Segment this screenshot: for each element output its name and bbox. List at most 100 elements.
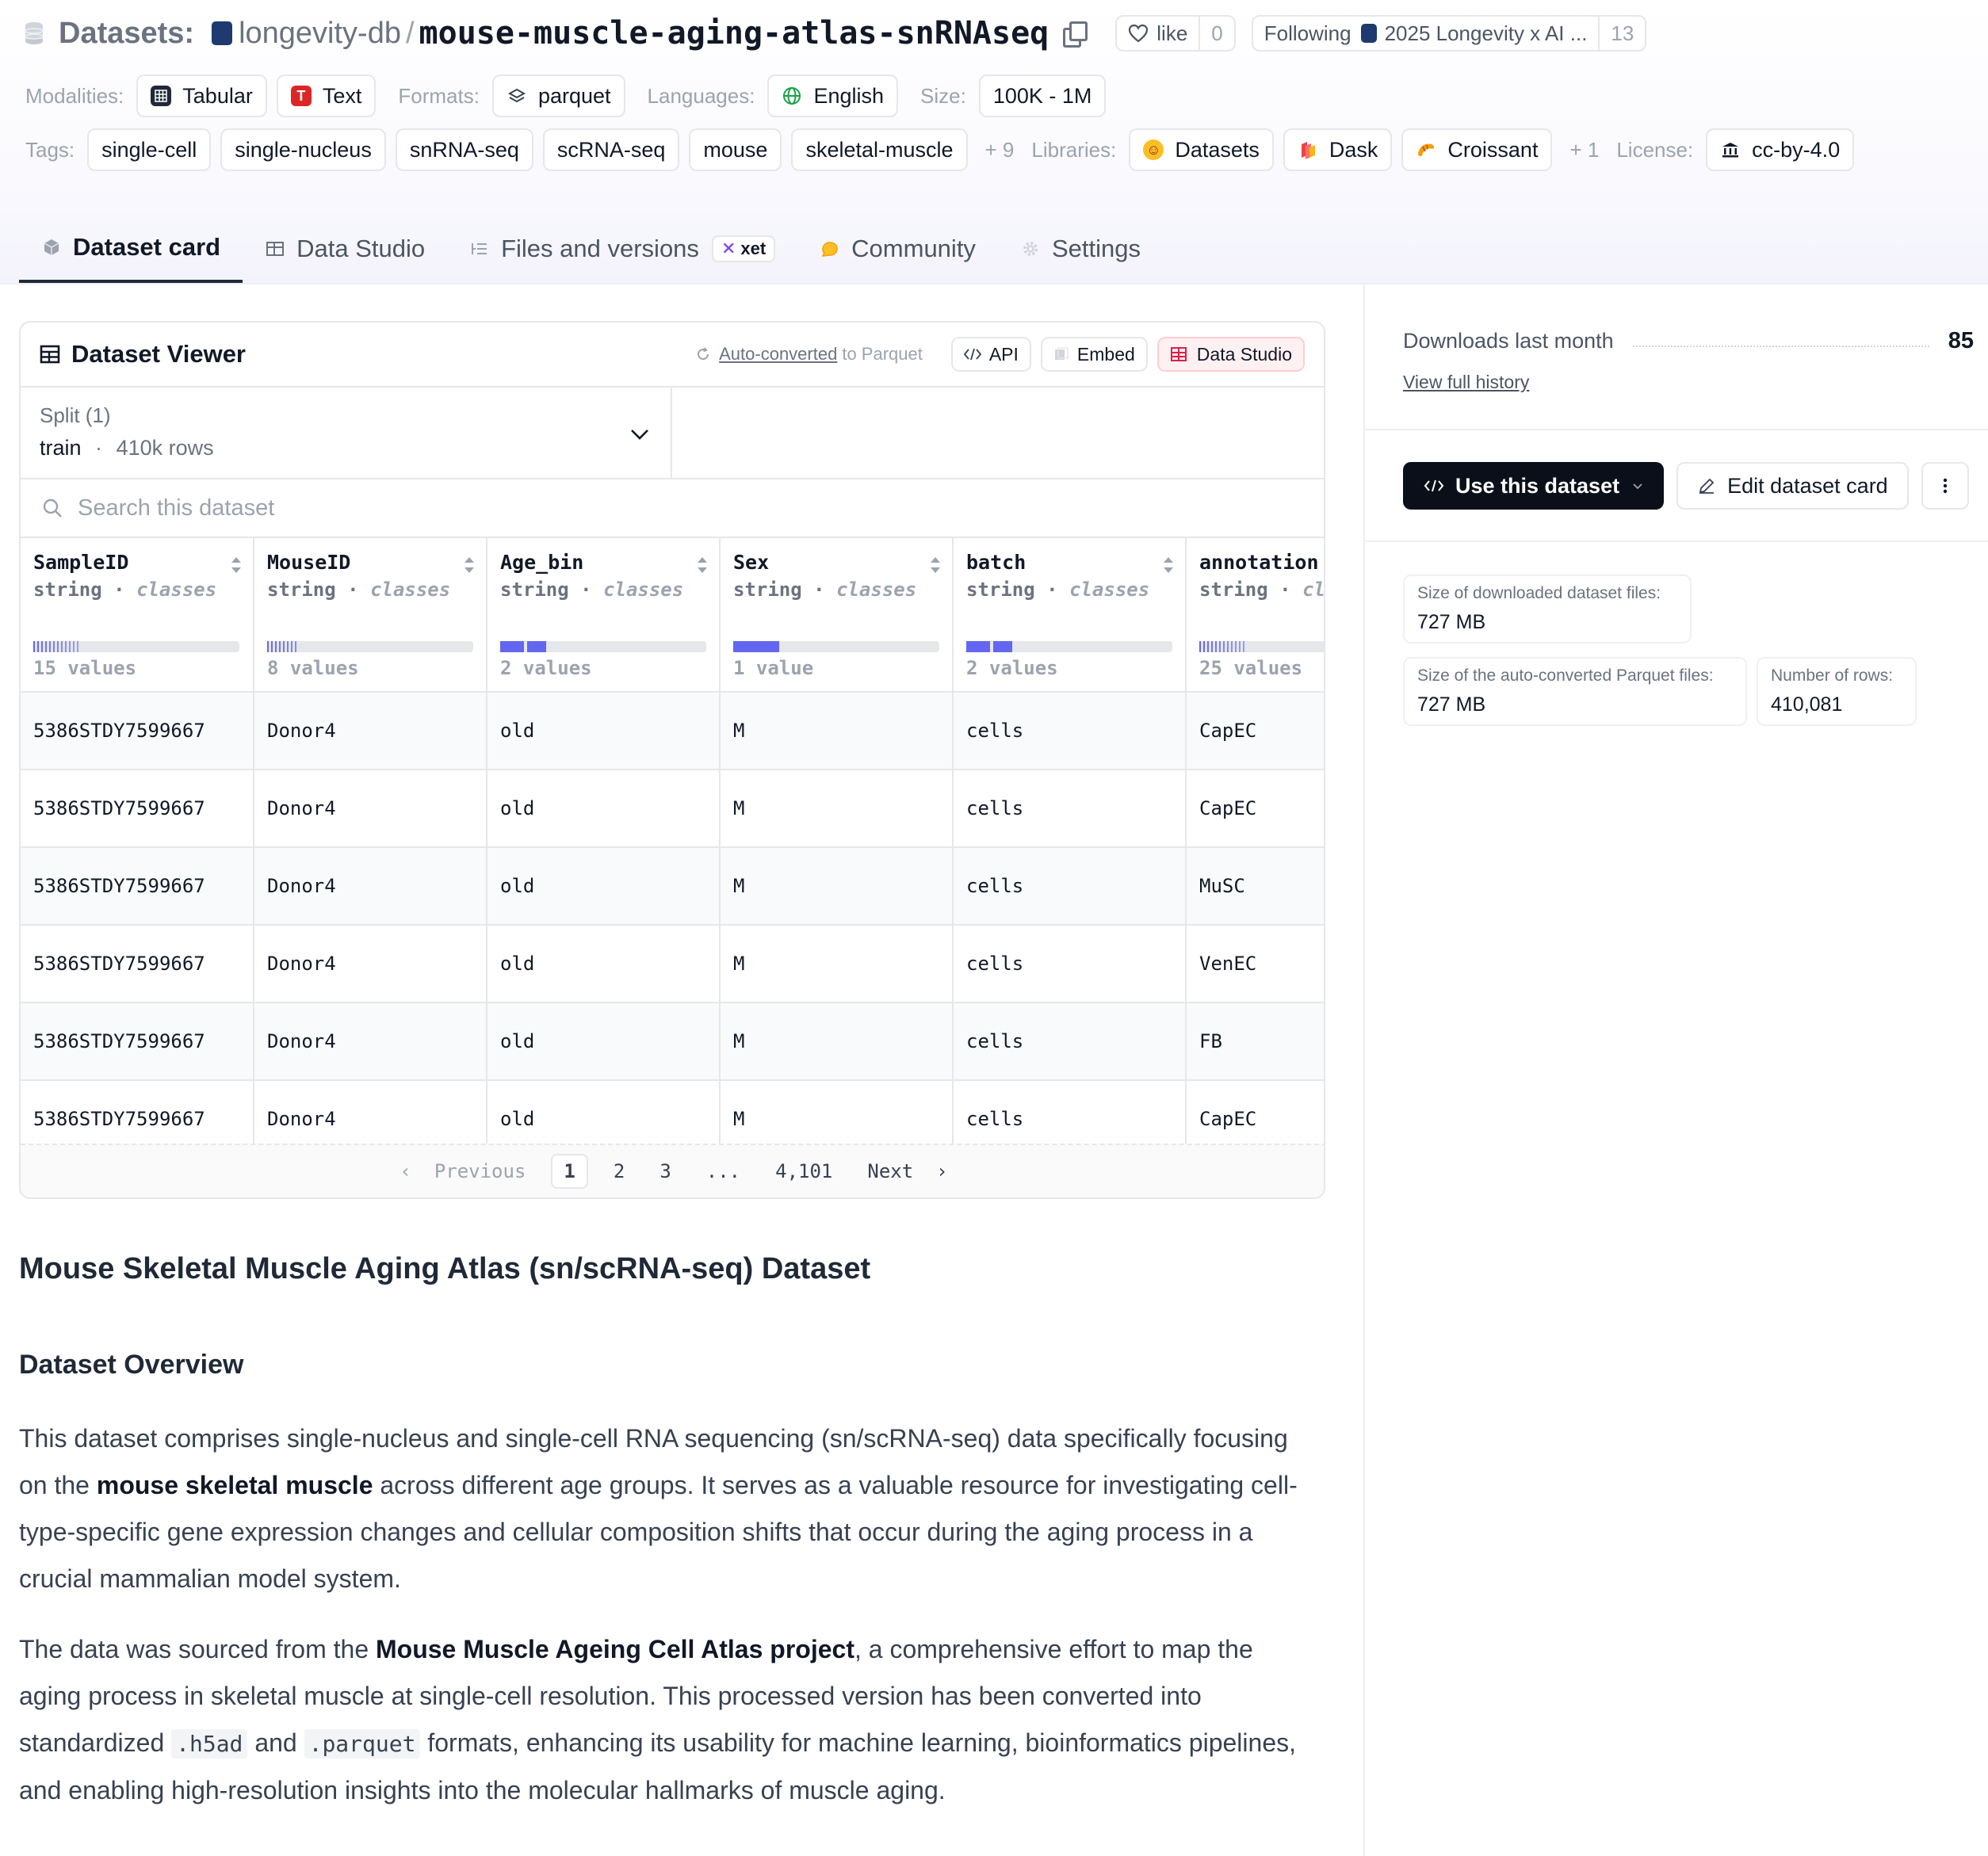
library-croissant[interactable]: Croissant: [1401, 128, 1553, 171]
hugging-face-icon: ☺: [1143, 139, 1164, 160]
library-datasets[interactable]: ☺ Datasets: [1129, 128, 1274, 171]
overview-paragraph-2: The data was sourced from the Mouse Musc…: [19, 1635, 1296, 1804]
more-options-button[interactable]: [1921, 462, 1969, 510]
org-link[interactable]: longevity-db: [239, 16, 401, 50]
column-header[interactable]: batch string · classes 2 values: [953, 538, 1187, 693]
format-parquet[interactable]: parquet: [491, 74, 625, 117]
column-header[interactable]: annotation string · classes 25 values: [1186, 538, 1324, 693]
tag-item[interactable]: mouse: [689, 128, 782, 171]
license-tag[interactable]: cc-by-4.0: [1706, 128, 1855, 171]
split-label: Split (1): [40, 403, 111, 427]
table-icon: [151, 86, 172, 106]
size-key: Size:: [920, 83, 966, 108]
collection-avatar: [1360, 24, 1377, 43]
tag-item[interactable]: single-nucleus: [220, 128, 386, 171]
parquet-icon: [507, 88, 526, 103]
column-header[interactable]: MouseID string · classes 8 values: [254, 538, 487, 693]
dataset-viewer: Dataset Viewer Auto-converted to Parquet…: [19, 321, 1325, 1199]
page-button[interactable]: 3: [659, 1160, 671, 1182]
action-buttons: Use this dataset Edit dataset card: [1403, 462, 1969, 510]
size-tag[interactable]: 100K - 1M: [978, 74, 1107, 117]
like-count: 0: [1199, 17, 1233, 50]
following-button[interactable]: Following 2025 Longevity x AI ... 13: [1251, 15, 1647, 52]
value-distribution-bar: [733, 641, 939, 652]
language-english[interactable]: English: [767, 74, 898, 117]
sort-icon[interactable]: [928, 554, 942, 576]
tag-item[interactable]: single-cell: [87, 128, 212, 171]
column-type: string · classes: [500, 579, 684, 601]
tag-item[interactable]: snRNA-seq: [395, 128, 533, 171]
meta-row-1: Modalities: Tabular T Text Formats: parq…: [25, 74, 1115, 117]
data-table: SampleID string · classes 15 values MouseID…: [21, 538, 1324, 1159]
modality-text[interactable]: T Text: [276, 74, 377, 117]
meta-row-2: Tags: single-cell single-nucleus snRNA-s…: [25, 128, 1864, 171]
value-count: 8 values: [267, 657, 359, 679]
search-input[interactable]: [78, 495, 791, 521]
page-button[interactable]: 2: [613, 1160, 625, 1182]
page-button[interactable]: 4,101: [775, 1160, 833, 1182]
value-count: 1 value: [733, 657, 814, 679]
value-distribution-bar: [33, 641, 239, 652]
table-cell: old: [487, 1002, 721, 1081]
column-name: Sex: [733, 551, 770, 574]
tab-settings[interactable]: Settings: [998, 214, 1163, 283]
view-history-link[interactable]: View full history: [1403, 372, 1530, 392]
card-title: Mouse Skeletal Muscle Aging Atlas (sn/sc…: [19, 1252, 871, 1285]
tags-more[interactable]: + 9: [984, 137, 1015, 162]
like-button[interactable]: like 0: [1115, 15, 1236, 52]
languages-key: Languages:: [647, 83, 755, 108]
page-button[interactable]: 1: [551, 1154, 588, 1189]
embed-button[interactable]: Embed: [1040, 337, 1148, 372]
copy-icon[interactable]: [1063, 21, 1088, 48]
api-button[interactable]: API: [950, 337, 1031, 372]
sort-icon[interactable]: [229, 554, 243, 576]
tab-data-studio[interactable]: Data Studio: [243, 214, 447, 283]
dataset-card: Mouse Skeletal Muscle Aging Atlas (sn/sc…: [19, 1252, 1319, 1814]
value-count: 15 values: [33, 657, 137, 679]
use-dataset-button[interactable]: Use this dataset: [1403, 462, 1665, 510]
sort-icon[interactable]: [695, 554, 709, 576]
table-icon: [40, 345, 60, 364]
tab-community[interactable]: Community: [797, 214, 998, 283]
table-cell: cells: [953, 770, 1187, 848]
sort-icon[interactable]: [462, 554, 476, 576]
modality-tabular[interactable]: Tabular: [136, 74, 267, 117]
sort-icon[interactable]: [1161, 554, 1176, 576]
column-header[interactable]: Age_bin string · classes 2 values: [487, 538, 721, 693]
pencil-icon: [1699, 478, 1715, 494]
split-row: Split (1) train · 410k rows: [21, 388, 1324, 479]
value-distribution-bar: [267, 641, 473, 652]
previous-page-button[interactable]: ‹ Previous: [400, 1160, 526, 1182]
tag-item[interactable]: scRNA-seq: [542, 128, 680, 171]
header-divider: [0, 283, 1988, 285]
edit-card-button[interactable]: Edit dataset card: [1676, 462, 1909, 510]
data-studio-button[interactable]: Data Studio: [1156, 337, 1305, 372]
page-ellipsis: ...: [705, 1160, 741, 1182]
tag-item[interactable]: skeletal-muscle: [791, 128, 968, 171]
column-name: annotation: [1199, 551, 1319, 574]
repo-name[interactable]: mouse-muscle-aging-atlas-snRNAseq: [419, 15, 1049, 52]
tab-files-and-versions[interactable]: Files and versions ✕ xet: [447, 214, 797, 283]
column-header[interactable]: SampleID string · classes 15 values: [21, 538, 254, 693]
value-count: 2 values: [966, 657, 1058, 679]
column-header[interactable]: Sex string · classes 1 value: [720, 538, 954, 693]
library-dask[interactable]: Dask: [1283, 128, 1393, 171]
license-key: License:: [1616, 137, 1694, 162]
split-selector[interactable]: Split (1) train · 410k rows: [21, 388, 672, 478]
tab-dataset-card[interactable]: Dataset card: [19, 214, 243, 283]
table-cell: M: [720, 770, 954, 848]
bank-icon: [1722, 143, 1739, 158]
table-cell: 5386STDY7599667: [21, 1002, 254, 1081]
table-cell: M: [720, 847, 954, 926]
libraries-more[interactable]: + 1: [1569, 137, 1600, 162]
auto-converted-link[interactable]: Auto-converted: [719, 344, 838, 364]
gear-icon: [1023, 241, 1038, 256]
viewer-header: Dataset Viewer Auto-converted to Parquet…: [21, 323, 1324, 388]
following-label: Following: [1264, 21, 1351, 45]
next-page-button[interactable]: Next ›: [867, 1160, 948, 1182]
